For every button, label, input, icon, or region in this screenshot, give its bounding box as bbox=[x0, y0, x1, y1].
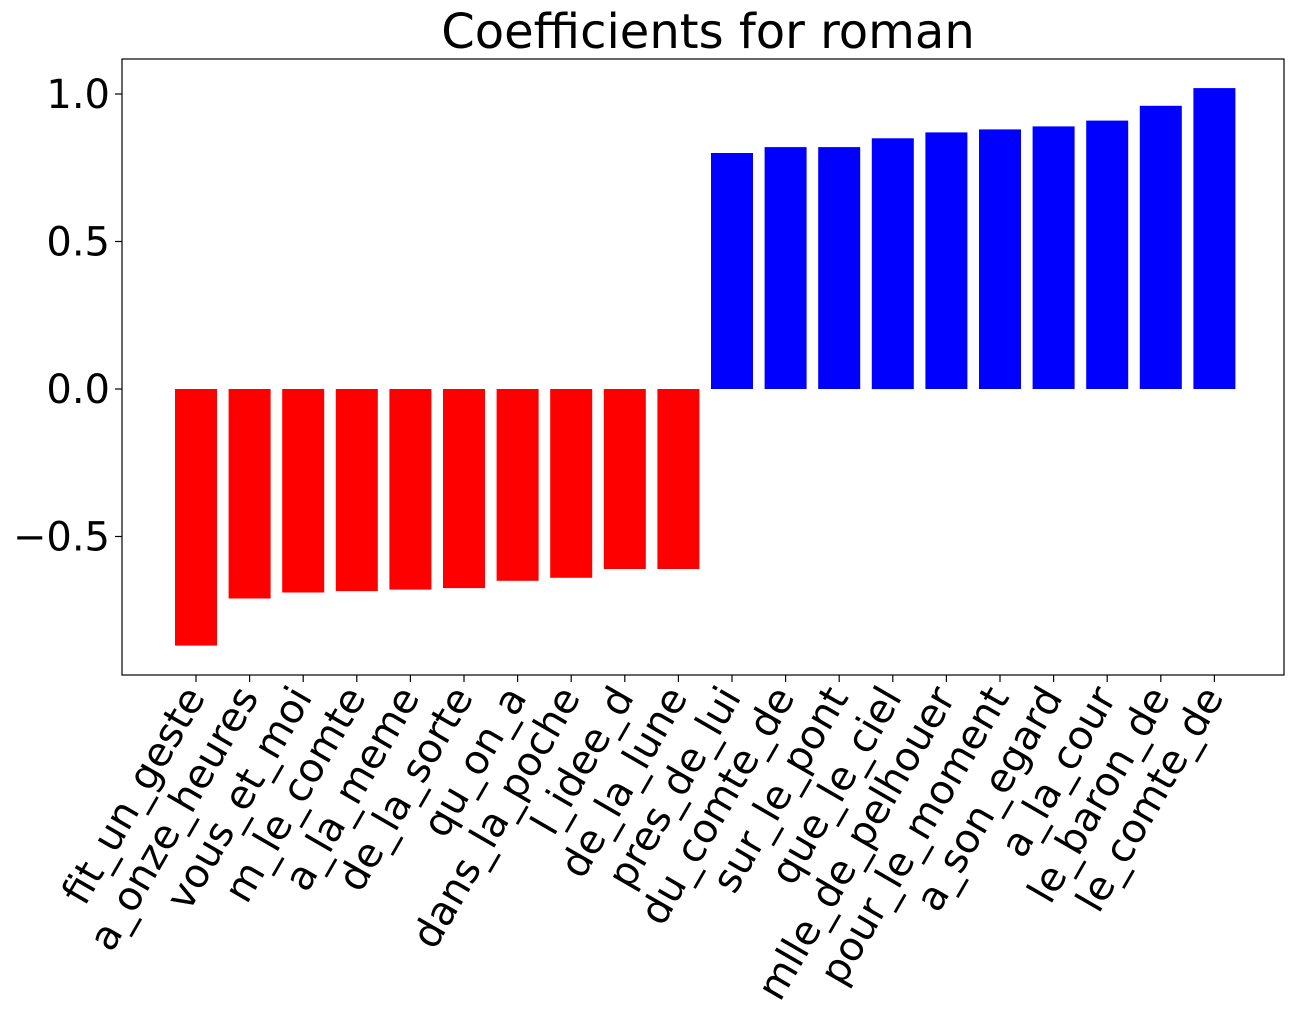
plot-frame bbox=[121, 58, 1285, 676]
bar-de_la_lune bbox=[657, 389, 700, 569]
bar-mlle_de_pelhouer bbox=[925, 132, 968, 389]
bar-pres_de_lui bbox=[711, 153, 753, 389]
y-axis: 1.0 0.5 0.0 −0.5 bbox=[13, 72, 122, 561]
bars-group bbox=[175, 88, 1236, 646]
x-axis: fit_un_gestea_onze_heuresvous_et_moim_le… bbox=[53, 675, 1233, 1008]
y-tick-label: 1.0 bbox=[46, 72, 110, 118]
bar-du_comte_de bbox=[764, 147, 807, 389]
bar-a_son_egard bbox=[1032, 126, 1075, 390]
chart-title: Coefficients for roman bbox=[441, 4, 974, 60]
bar-le_baron_de bbox=[1139, 105, 1182, 390]
bar-de_la_sorte bbox=[443, 389, 485, 589]
bar-a_la_meme bbox=[389, 389, 432, 590]
bar-m_le_comte bbox=[335, 389, 378, 592]
bar-a_la_cour bbox=[1086, 120, 1129, 389]
bar-l_idee_d bbox=[603, 389, 646, 569]
bar-fit_un_geste bbox=[175, 389, 217, 646]
bar-pour_le_moment bbox=[979, 129, 1021, 389]
bar-sur_le_pont bbox=[818, 147, 861, 389]
bar-dans_la_poche bbox=[550, 389, 593, 578]
y-tick-label: 0.5 bbox=[46, 220, 110, 266]
bar-qu_on_a bbox=[496, 389, 539, 581]
bar-que_le_ciel bbox=[871, 138, 914, 390]
y-tick-label: 0.0 bbox=[46, 367, 110, 413]
y-tick-label: −0.5 bbox=[13, 515, 110, 561]
bar-le_comte_de bbox=[1193, 88, 1236, 389]
bar-vous_et_moi bbox=[282, 389, 325, 593]
bar-a_onze_heures bbox=[228, 389, 271, 599]
